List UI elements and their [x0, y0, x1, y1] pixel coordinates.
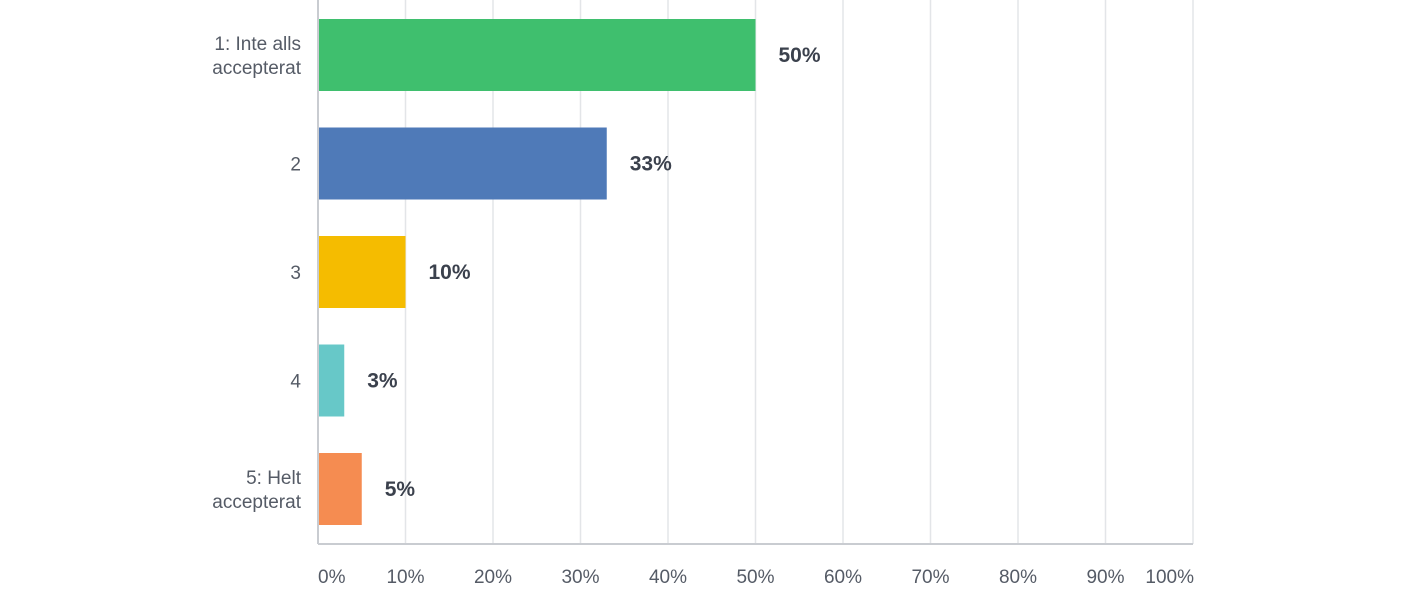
- category-label-line: accepterat: [212, 58, 301, 79]
- category-label-line: accepterat: [212, 492, 301, 513]
- x-tick-label: 10%: [386, 567, 424, 588]
- value-label-4: 3%: [367, 370, 398, 393]
- axes: [317, 0, 1193, 545]
- x-tick-label: 60%: [824, 567, 862, 588]
- x-tick-label: 80%: [999, 567, 1037, 588]
- x-tick-label: 90%: [1086, 567, 1124, 588]
- value-label-3: 10%: [429, 261, 471, 284]
- bar-5: [318, 453, 362, 525]
- x-tick-label: 20%: [474, 567, 512, 588]
- category-label-line: 2: [290, 155, 301, 176]
- bar-4: [318, 344, 345, 417]
- category-label-3: 3: [290, 263, 301, 284]
- value-label-2: 33%: [630, 153, 672, 176]
- labels: 0% 10% 20% 30% 40% 50% 60% 70% 80% 90% 100% 50% 1: I…: [212, 34, 1194, 588]
- category-label-1: 1: Inte alls accepterat: [212, 34, 301, 79]
- bar-1: [318, 19, 756, 91]
- category-label-line: 5: Helt: [246, 468, 302, 489]
- x-tick-label: 30%: [561, 567, 599, 588]
- category-label-2: 2: [290, 155, 301, 176]
- category-label-5: 5: Helt accepterat: [212, 468, 301, 513]
- category-label-line: 3: [290, 263, 301, 284]
- x-tick-label: 40%: [649, 567, 687, 588]
- x-tick-label: 100%: [1145, 567, 1194, 588]
- bar-3: [318, 236, 406, 308]
- value-label-1: 50%: [779, 44, 821, 67]
- value-label-5: 5%: [385, 478, 416, 501]
- category-label-4: 4: [290, 372, 301, 393]
- category-label-line: 1: Inte alls: [214, 34, 301, 55]
- category-label-line: 4: [290, 372, 301, 393]
- x-tick-label: 70%: [911, 567, 949, 588]
- x-tick-label: 50%: [736, 567, 774, 588]
- x-tick-label: 0%: [318, 567, 346, 588]
- bar-2: [318, 127, 607, 200]
- bars: [318, 19, 756, 525]
